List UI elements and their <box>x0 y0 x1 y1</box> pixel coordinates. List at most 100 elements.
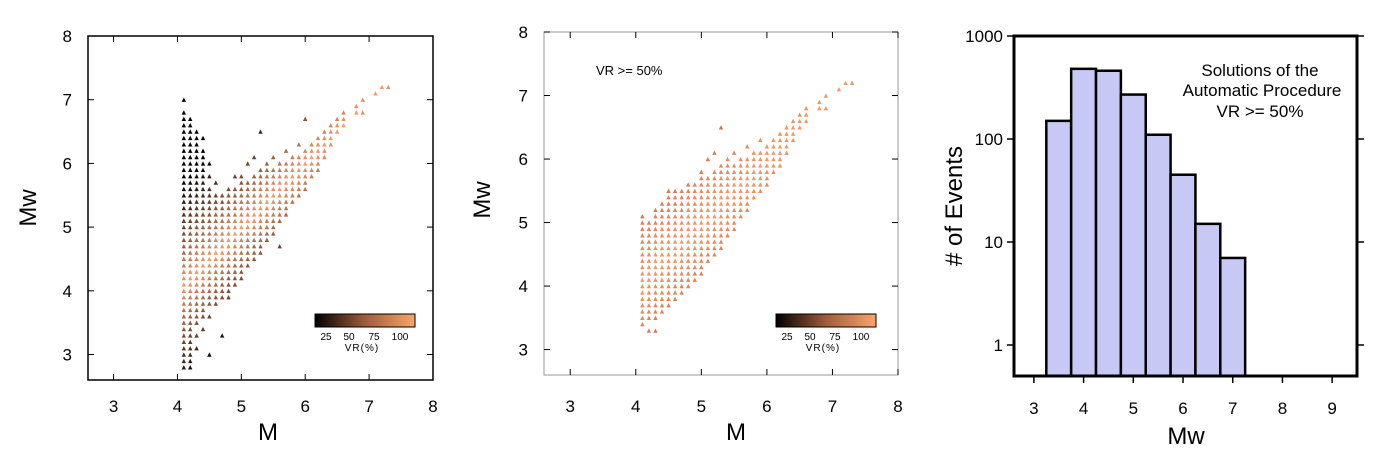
plot1-data-point <box>181 224 187 230</box>
plot2-data-point <box>738 175 743 181</box>
plot2-data-point <box>699 169 704 174</box>
plot1-data-point <box>181 218 187 223</box>
plot2-colorbar: 25 50 75 100 VR(%) <box>775 313 877 354</box>
plot1-data-point <box>245 212 250 217</box>
plot2-points <box>640 80 855 333</box>
plot1-data-point <box>188 212 193 217</box>
histogram-bar <box>1219 256 1247 378</box>
plot2-data-point <box>692 214 697 219</box>
plot1-data-point <box>283 161 289 166</box>
plot1-data-point <box>226 269 231 274</box>
plot1-data-point <box>181 180 187 185</box>
plot1-data-point <box>354 103 359 109</box>
plot1-colorbar-label: VR(%) <box>345 343 379 354</box>
plot3-xtick-label: 9 <box>1327 399 1336 418</box>
plot1-data-point <box>194 269 199 274</box>
scatter-panel-all: 3 4 5 6 7 8 3 4 5 6 7 8 M Mw 25 50 75 100 VR(%) <box>15 27 438 446</box>
plot1-data-point <box>226 275 231 281</box>
plot1-data-point <box>271 212 276 217</box>
plot1-data-point <box>239 199 244 204</box>
plot2-data-point <box>751 188 756 193</box>
plot1-data-point <box>251 256 257 262</box>
plot2-colorbar-tick-2: 75 <box>829 332 841 343</box>
plot2-data-point <box>640 283 645 289</box>
plot1-data-point <box>258 186 263 192</box>
plot2-data-point <box>659 309 665 314</box>
plot1-data-point <box>219 205 225 211</box>
plot1-data-point <box>271 154 276 160</box>
plot2-data-point <box>672 264 678 270</box>
plot1-data-point <box>194 314 199 319</box>
plot1-data-point <box>207 193 212 198</box>
plot2-data-point <box>640 302 645 308</box>
plot1-data-point <box>194 205 199 211</box>
plot1-data-point <box>290 154 295 160</box>
plot1-xtick-label: 6 <box>300 397 309 416</box>
plot1-data-point <box>277 199 282 204</box>
plot1-data-point <box>303 116 308 122</box>
plot1-data-point <box>194 288 199 294</box>
plot2-data-point <box>725 214 730 219</box>
plot1-data-point <box>181 116 187 122</box>
plot3-ticks: 3 4 5 6 7 8 9 1 10 100 1000 <box>965 27 1364 418</box>
plot1-data-point <box>309 154 314 160</box>
plot1-data-point <box>188 244 193 249</box>
plot2-data-point <box>666 239 671 244</box>
plot2-data-point <box>712 252 717 257</box>
plot2-data-point <box>672 188 678 193</box>
plot2-data-point <box>653 226 658 232</box>
plot1-data-point <box>226 199 231 204</box>
plot1-data-point <box>322 154 327 160</box>
plot3-ylabel: # of Events <box>941 146 968 266</box>
plot2-data-point <box>679 283 684 289</box>
plot1-data-point <box>245 263 250 268</box>
plot1-data-point <box>226 244 231 249</box>
plot2-data-point <box>731 194 737 200</box>
plot1-data-point <box>264 224 270 230</box>
plot1-data-point <box>290 167 295 172</box>
plot1-data-point <box>239 180 244 185</box>
plot2-data-point <box>712 226 717 232</box>
plot1-data-point <box>239 244 244 249</box>
plot2-data-point <box>699 194 704 200</box>
plot1-data-point <box>232 218 238 223</box>
plot1-data-point <box>200 231 206 236</box>
plot2-data-point <box>804 118 809 124</box>
plot2-data-point <box>640 271 645 276</box>
plot2-xtick-label: 6 <box>762 397 771 416</box>
plot1-data-point <box>188 142 193 147</box>
plot1-data-point <box>207 294 212 300</box>
plot2-data-point <box>699 207 704 213</box>
plot2-data-point <box>686 201 691 206</box>
plot1-data-point <box>188 294 193 300</box>
plot2-data-point <box>699 271 704 276</box>
plot1-data-point <box>239 263 244 268</box>
plot2-data-point <box>712 150 717 155</box>
plot1-data-point <box>188 154 193 160</box>
plot2-data-point <box>646 328 652 333</box>
plot2-data-point <box>784 150 789 155</box>
plot2-data-point <box>640 252 645 257</box>
plot2-data-point <box>679 201 684 206</box>
plot2-data-point <box>653 207 658 213</box>
plot1-data-point <box>200 326 206 332</box>
plot2-data-point <box>672 214 678 219</box>
plot2-data-point <box>659 252 665 257</box>
plot1-data-point <box>207 244 212 249</box>
plot1-data-point <box>251 224 257 230</box>
plot2-data-point <box>653 239 658 244</box>
plot2-data-point <box>666 296 671 301</box>
plot1-data-point <box>213 212 218 217</box>
plot1-data-point <box>181 339 187 344</box>
plot2-data-point <box>659 245 665 251</box>
plot2-data-point <box>764 163 770 168</box>
plot1-data-point <box>188 135 193 141</box>
plot1-data-point <box>251 154 257 160</box>
plot2-data-point <box>764 150 770 155</box>
plot2-data-point <box>679 207 684 213</box>
plot2-data-point <box>764 175 770 181</box>
plot1-data-point <box>264 237 270 243</box>
plot2-data-point <box>731 150 737 155</box>
plot1-data-point <box>219 333 225 338</box>
plot2-data-point <box>745 156 750 162</box>
